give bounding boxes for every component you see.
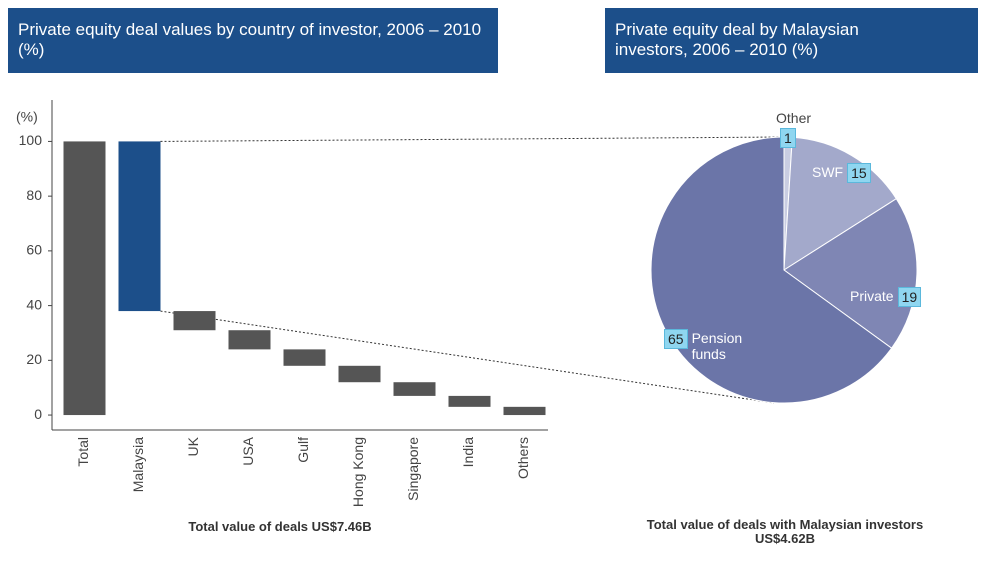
y-tick-label: 0 (34, 406, 42, 422)
slice-value: 1 (780, 128, 796, 148)
x-tick-label: Others (515, 437, 531, 479)
bar (393, 382, 436, 396)
pie-label: 65 Pension funds (664, 329, 748, 363)
x-tick-label: Singapore (405, 437, 421, 501)
x-tick-label: Gulf (295, 437, 311, 463)
slice-value: 65 (664, 329, 688, 349)
x-tick-label: Hong Kong (350, 437, 366, 507)
connector (160, 310, 775, 404)
slice-name: SWF (812, 164, 844, 180)
x-tick-label: UK (185, 436, 201, 456)
y-tick-label: 20 (26, 351, 42, 367)
pie-label: Private 19 (846, 287, 922, 307)
y-tick-label: 80 (26, 187, 42, 203)
x-tick-label: India (460, 437, 476, 468)
bar (63, 141, 106, 416)
y-tick-label: 100 (19, 132, 43, 148)
bar (118, 141, 161, 312)
slice-value: 15 (847, 163, 871, 183)
note: Total value of deals US$7.46B (188, 519, 372, 534)
pie-label: Other 1 (776, 110, 811, 148)
chart-title: Private equity deal by Malaysian investo… (605, 8, 978, 73)
bar (503, 406, 546, 416)
y-tick-label: 40 (26, 296, 42, 312)
pie-label: SWF 15 (808, 163, 871, 183)
bar (338, 365, 381, 383)
slice-name: Private (850, 288, 894, 304)
bar (283, 349, 326, 366)
bar (228, 330, 271, 350)
y-tick-label: 60 (26, 242, 42, 258)
slice-name: Other (776, 110, 812, 126)
slice-name: Pension funds (691, 330, 743, 362)
slice-value: 19 (897, 287, 922, 307)
connector (160, 136, 785, 142)
x-tick-label: USA (240, 436, 256, 465)
y-axis-label: (%) (16, 109, 38, 125)
bar (448, 395, 491, 407)
bar (173, 311, 216, 331)
x-tick-label: Total (75, 437, 91, 467)
chart-title: Private equity deal values by country of… (8, 8, 498, 73)
pie-slice (783, 198, 918, 349)
x-tick-label: Malaysia (130, 437, 146, 492)
note: Total value of deals with Malaysian inve… (646, 517, 924, 546)
